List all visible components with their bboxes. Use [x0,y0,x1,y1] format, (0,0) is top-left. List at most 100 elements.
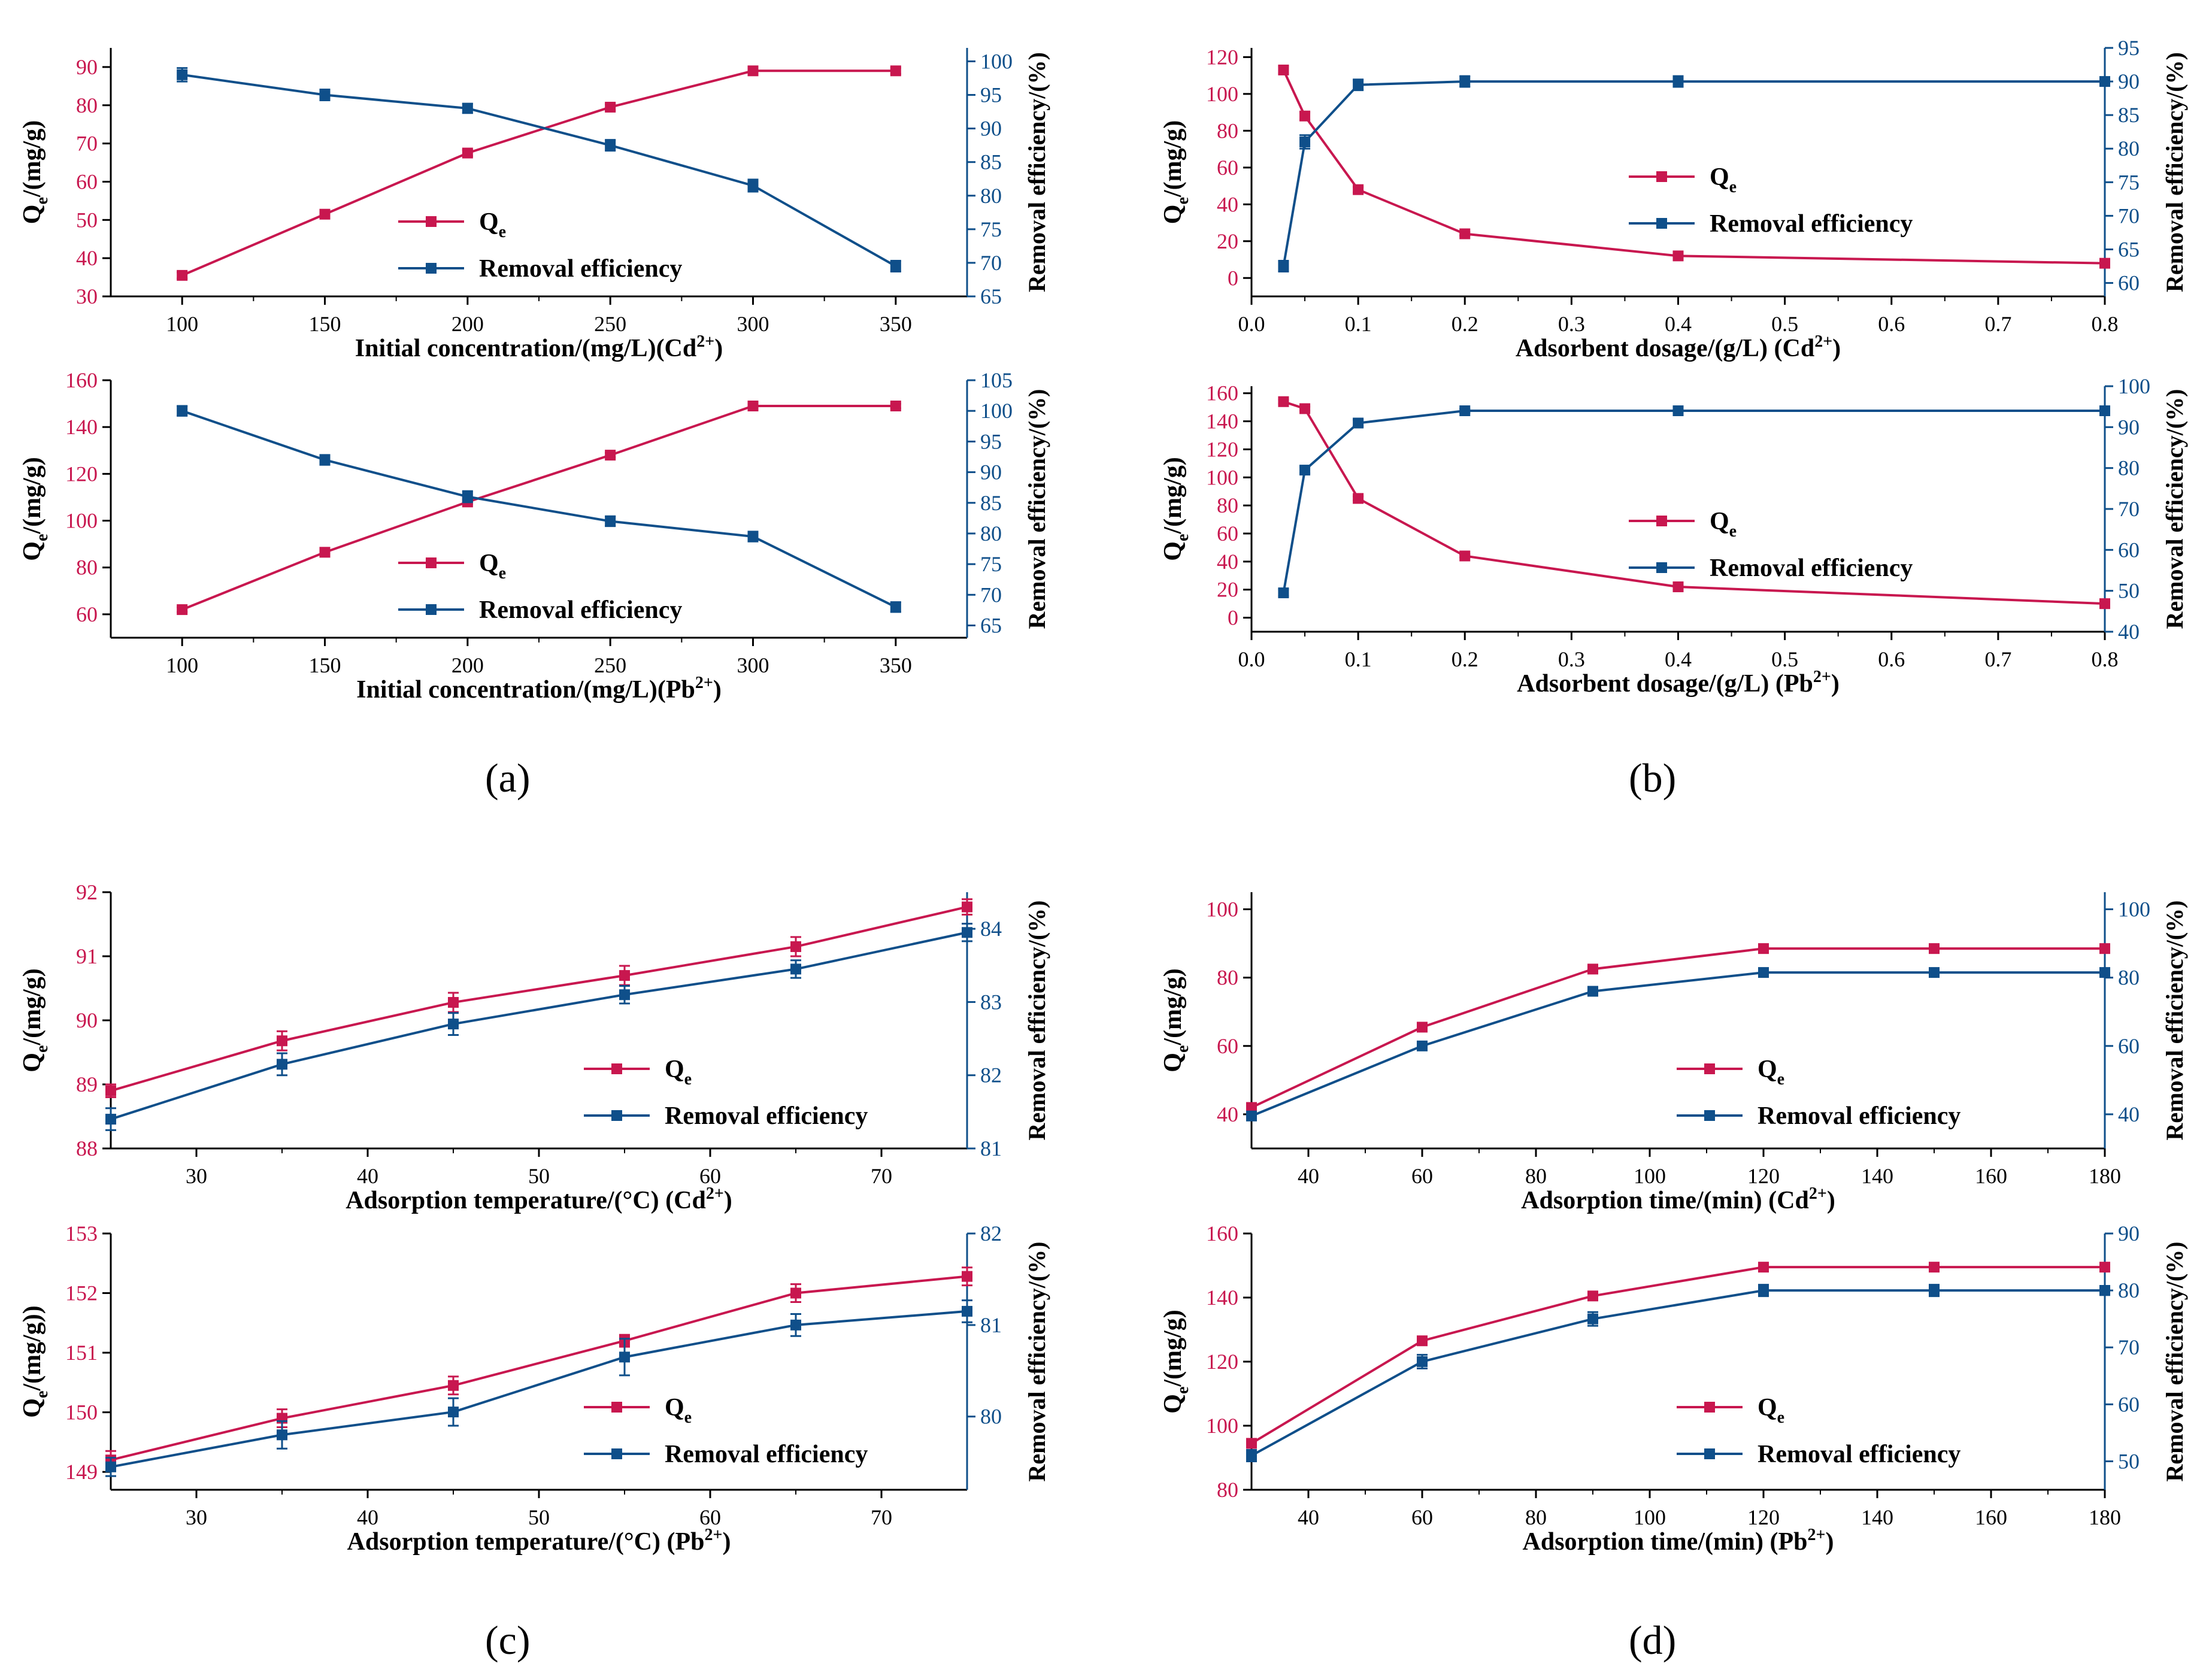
y-right-tick-label: 82 [980,1063,1002,1087]
y-right-tick-label: 80 [2118,966,2140,990]
x-tick-label: 160 [1975,1505,2007,1529]
data-point-removal [1758,967,1769,978]
data-point-qe [1672,581,1684,593]
y-left-tick-label: 120 [1206,437,1238,461]
y-left-tick-label: 0 [1228,266,1238,290]
legend-label-re: Removal efficiency [1710,554,1913,582]
y-axis-left-title: Qe/(mg/g) [19,968,51,1072]
data-point-removal [1587,986,1598,997]
x-tick-label: 100 [1634,1164,1666,1188]
x-tick-label: 180 [2089,1164,2121,1188]
x-tick-label: 0.2 [1452,312,1478,336]
x-tick-label: 0.6 [1878,647,1905,671]
data-point-qe [890,65,901,77]
data-point-qe [319,208,331,220]
data-point-removal [1929,1285,1940,1296]
y-left-tick-label: 100 [65,509,98,533]
data-point-removal [605,140,616,151]
data-point-qe [1929,1262,1940,1273]
y-right-tick-label: 90 [2118,1222,2140,1245]
y-right-tick-label: 40 [2118,1102,2140,1126]
x-tick-label: 80 [1525,1505,1547,1529]
data-point-removal [1299,465,1311,476]
series-line-qe [181,405,896,611]
x-tick-label: 30 [186,1505,207,1529]
y-left-tick-label: 50 [76,208,98,232]
y-right-tick-label: 65 [980,614,1002,638]
y-axis-right-title: Removal efficiency/(%) [2161,389,2188,629]
y-right-tick-label: 85 [2118,103,2140,127]
chart-d1: 40 60 80 100 120 140 160 180406080100406080100A… [1159,892,2188,1214]
series-line-qe [110,905,968,1092]
x-tick-label: 0.3 [1558,647,1585,671]
series-line-removal [1282,410,2105,593]
x-tick-label: 30 [186,1164,207,1188]
legend-label-qe: Qe [1758,1056,1784,1089]
y-axis-right-title: Removal efficiency/(%) [2161,1242,2188,1482]
y-left-tick-label: 88 [76,1136,98,1160]
y-left-tick-label: 91 [76,944,98,968]
data-point-qe [1246,1102,1257,1113]
data-point-removal [790,1319,801,1330]
chart-d2: 40 60 80 100 120 140 160 180 80 100 120 140 160 50 60 7… [1159,1222,2188,1556]
data-point-qe [2099,598,2110,610]
y-right-tick-label: 90 [980,460,1002,484]
legend-marker-re [1656,562,1667,573]
x-tick-label: 0.8 [2092,647,2119,671]
y-left-tick-label: 100 [1206,465,1238,489]
y-left-tick-label: 80 [1217,493,1238,517]
data-point-removal [962,927,972,938]
data-point-removal [448,1407,459,1418]
y-right-tick-label: 100 [2118,898,2150,922]
series-line-removal [181,410,896,608]
data-point-qe [1417,1335,1428,1347]
series-line-qe [110,1275,968,1462]
data-point-removal [1417,1040,1428,1051]
x-axis-title: Initial concentration/(mg/L)(Cd2+) [355,332,723,362]
y-left-tick-label: 151 [65,1341,98,1365]
data-point-removal [1353,79,1364,90]
legend-label-qe: Qe [1758,1394,1784,1427]
y-right-tick-label: 65 [2118,237,2140,261]
data-point-qe [1758,1262,1769,1273]
x-tick-label: 160 [1975,1164,2007,1188]
y-left-tick-label: 80 [76,93,98,117]
x-tick-label: 80 [1525,1164,1547,1188]
y-left-tick-label: 0 [1228,606,1238,630]
data-point-qe [448,997,459,1008]
data-point-removal [2099,76,2110,87]
x-tick-label: 0.5 [1771,647,1798,671]
data-point-removal [462,102,473,114]
y-left-tick-label: 100 [1206,898,1238,922]
x-tick-label: 0.5 [1771,312,1798,336]
y-axis-right-title: Removal efficiency/(%) [1023,1242,1050,1482]
y-axis-right-title: Removal efficiency/(%) [1023,901,1050,1141]
y-right-tick-label: 50 [2118,1449,2140,1473]
y-axis-right-title: Removal efficiency/(%) [2161,901,2188,1141]
data-point-qe [1353,184,1364,195]
y-right-tick-label: 75 [2118,170,2140,194]
data-point-removal [1929,967,1940,978]
data-point-removal [962,1305,972,1317]
y-right-tick-label: 75 [980,217,1002,241]
y-left-tick-label: 89 [76,1072,98,1096]
y-right-tick-label: 100 [2118,374,2150,398]
y-right-tick-label: 82 [980,1222,1002,1245]
data-point-qe [2099,943,2110,954]
data-point-removal [177,69,188,80]
data-point-qe [1417,1022,1428,1033]
y-left-tick-label: 40 [1217,1102,1238,1126]
y-right-tick-label: 40 [2118,620,2140,644]
legend-marker-re [611,1110,622,1121]
x-tick-label: 40 [1298,1164,1319,1188]
y-right-tick-label: 70 [2118,1335,2140,1359]
data-point-qe [1299,403,1311,414]
x-tick-label: 180 [2089,1505,2121,1529]
y-axis-right-title: Removal efficiency/(%) [2161,52,2188,292]
x-tick-label: 60 [699,1164,721,1188]
x-tick-label: 0.2 [1452,647,1478,671]
x-tick-label: 300 [737,653,769,677]
y-right-tick-label: 60 [2118,538,2140,562]
data-point-removal [1758,1285,1769,1296]
legend: Qe Removal efficiency [1677,1394,1961,1468]
